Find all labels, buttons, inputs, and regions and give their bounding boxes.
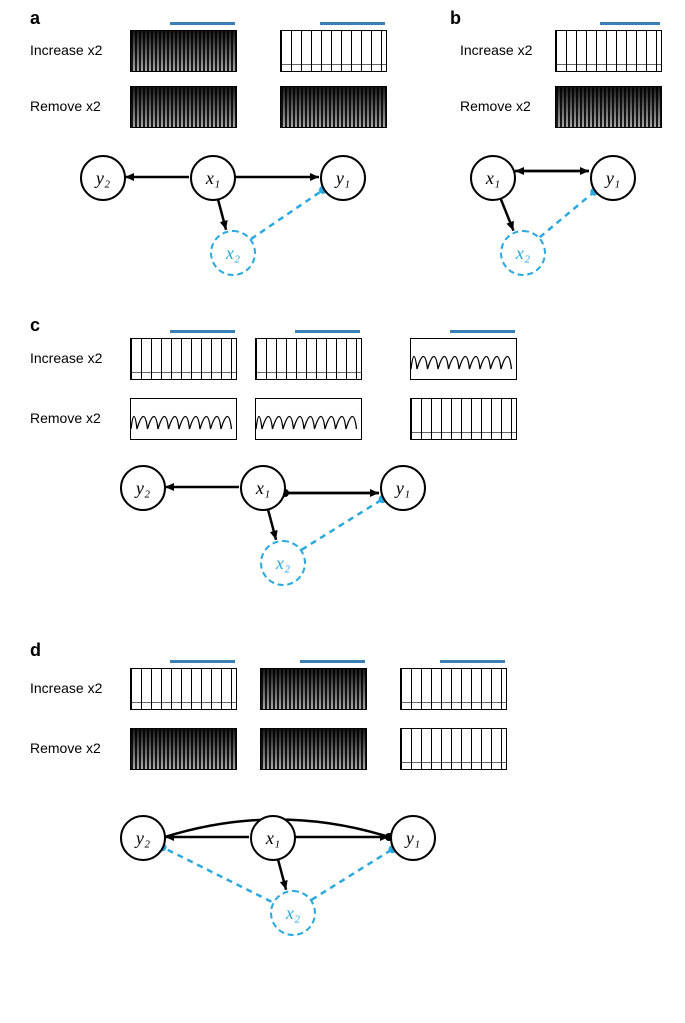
- stim-bar: [170, 330, 235, 333]
- node-y2: y₂: [80, 155, 126, 201]
- row-label: Remove x2: [30, 740, 101, 756]
- trace: [400, 668, 507, 710]
- row-label: Increase x2: [30, 350, 102, 366]
- node-x1: x₁: [470, 155, 516, 201]
- stim-bar: [600, 22, 660, 25]
- network-edges: [120, 455, 500, 625]
- node-y2: y₂: [120, 815, 166, 861]
- network-b: x₁ y₁ x₂: [470, 145, 685, 305]
- panel-label-c: c: [30, 315, 40, 336]
- trace: [255, 398, 362, 440]
- trace: [410, 398, 517, 440]
- node-y1: y₁: [590, 155, 636, 201]
- trace: [130, 30, 237, 72]
- row-label: Remove x2: [460, 98, 531, 114]
- node-x2: x₂: [500, 230, 546, 276]
- trace: [130, 668, 237, 710]
- row-label: Increase x2: [460, 42, 532, 58]
- trace: [255, 338, 362, 380]
- row-label: Increase x2: [30, 42, 102, 58]
- node-x1: x₁: [240, 465, 286, 511]
- trace: [280, 86, 387, 128]
- network-c: y₂ x₁ y₁ x₂: [120, 455, 480, 615]
- panel-label-a: a: [30, 8, 40, 29]
- trace: [130, 338, 237, 380]
- network-d: y₂ x₁ y₁ x₂: [120, 790, 480, 950]
- node-x1: x₁: [250, 815, 296, 861]
- node-y1: y₁: [320, 155, 366, 201]
- stim-bar: [300, 660, 365, 663]
- node-y2: y₂: [120, 465, 166, 511]
- stim-bar: [170, 22, 235, 25]
- stim-bar: [295, 330, 360, 333]
- trace: [280, 30, 387, 72]
- panel-label-b: b: [450, 8, 461, 29]
- stim-bar: [450, 330, 515, 333]
- stim-bar: [320, 22, 385, 25]
- figure-stage: a Increase x2 Remove x2 y₂ x₁ y₁ x₂ b Increase x…: [0, 0, 685, 1023]
- stim-bar: [170, 660, 235, 663]
- network-a: y₂ x₁ y₁ x₂: [80, 145, 440, 305]
- node-y1: y₁: [390, 815, 436, 861]
- row-label: Increase x2: [30, 680, 102, 696]
- trace: [130, 398, 237, 440]
- row-label: Remove x2: [30, 410, 101, 426]
- node-x2: x₂: [260, 540, 306, 586]
- node-x1: x₁: [190, 155, 236, 201]
- trace: [555, 30, 662, 72]
- panel-label-d: d: [30, 640, 41, 661]
- network-edges: [80, 145, 460, 315]
- stim-bar: [440, 660, 505, 663]
- node-x2: x₂: [210, 230, 256, 276]
- trace: [130, 86, 237, 128]
- node-x2: x₂: [270, 890, 316, 936]
- node-y1: y₁: [380, 465, 426, 511]
- trace: [400, 728, 507, 770]
- trace: [130, 728, 237, 770]
- trace: [555, 86, 662, 128]
- trace: [260, 668, 367, 710]
- row-label: Remove x2: [30, 98, 101, 114]
- trace: [410, 338, 517, 380]
- trace: [260, 728, 367, 770]
- network-edges: [120, 790, 500, 960]
